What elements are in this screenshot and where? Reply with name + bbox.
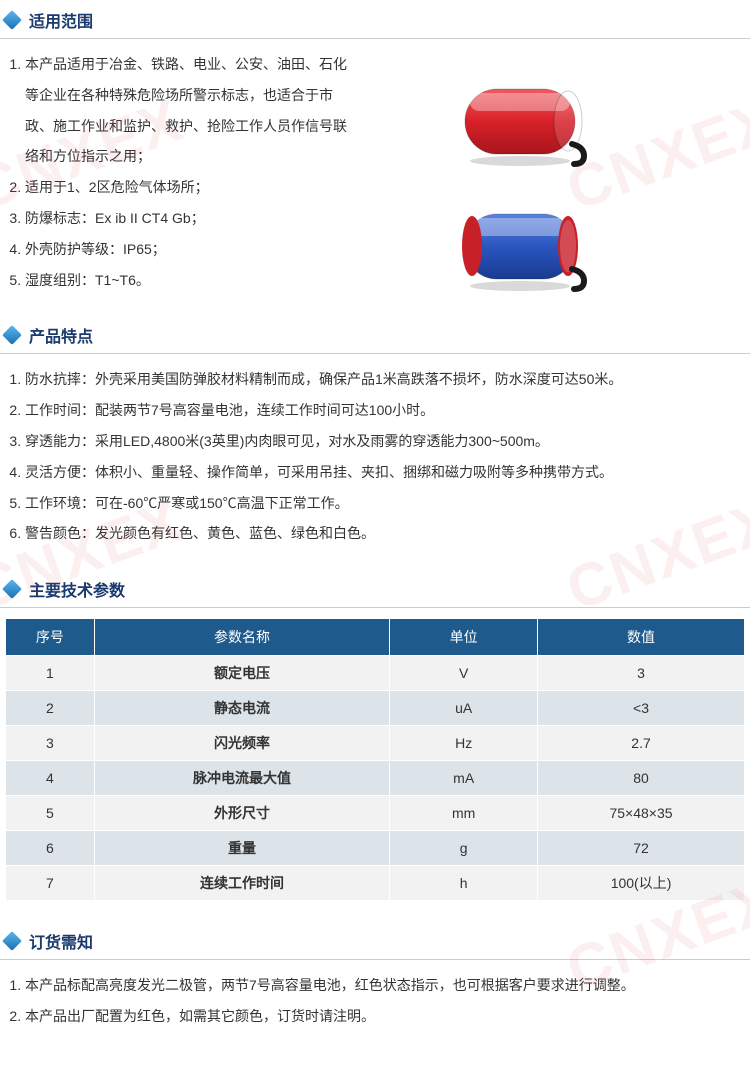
list-item: 外壳防护等级：IP65； [25, 234, 360, 265]
table-cell: 75×48×35 [538, 796, 745, 831]
table-row: 7连续工作时间h100(以上) [6, 866, 745, 901]
table-row: 5外形尺寸mm75×48×35 [6, 796, 745, 831]
col-index: 序号 [6, 619, 95, 656]
section-ordering: 订货需知 本产品标配高亮度发光二极管，两节7号高容量电池，红色状态指示，也可根据… [0, 921, 750, 1032]
table-header-row: 序号 参数名称 单位 数值 [6, 619, 745, 656]
list-item: 本产品适用于冶金、铁路、电业、公安、油田、石化等企业在各种特殊危险场所警示标志，… [25, 49, 360, 172]
table-cell: 80 [538, 761, 745, 796]
specs-table: 序号 参数名称 单位 数值 1额定电压V32静态电流uA<33闪光频率Hz2.7… [5, 618, 745, 901]
table-cell: h [390, 866, 538, 901]
table-cell: 6 [6, 831, 95, 866]
col-unit: 单位 [390, 619, 538, 656]
ordering-list: 本产品标配高亮度发光二极管，两节7号高容量电池，红色状态指示，也可根据客户要求进… [5, 970, 750, 1032]
section-header: 主要技术参数 [0, 569, 750, 608]
table-cell: 3 [538, 656, 745, 691]
product-red-icon [440, 69, 600, 169]
table-cell: 1 [6, 656, 95, 691]
table-cell: mA [390, 761, 538, 796]
section-scope: 适用范围 本产品适用于冶金、铁路、电业、公安、油田、石化等企业在各种特殊危险场所… [0, 0, 750, 295]
table-cell: g [390, 831, 538, 866]
diamond-icon [2, 579, 22, 599]
col-value: 数值 [538, 619, 745, 656]
table-row: 6重量g72 [6, 831, 745, 866]
product-blue-icon [440, 194, 600, 294]
list-item: 适用于1、2区危险气体场所； [25, 172, 360, 203]
col-name: 参数名称 [94, 619, 390, 656]
list-item: 穿透能力：采用LED,4800米(3英里)内肉眼可见，对水及雨雾的穿透能力300… [25, 426, 750, 457]
table-cell: Hz [390, 726, 538, 761]
table-cell: 外形尺寸 [94, 796, 390, 831]
list-item: 本产品出厂配置为红色，如需其它颜色，订货时请注明。 [25, 1001, 750, 1032]
table-cell: 5 [6, 796, 95, 831]
list-item: 灵活方便：体积小、重量轻、操作简单，可采用吊挂、夹扣、捆绑和磁力吸附等多种携带方… [25, 457, 750, 488]
section-header: 产品特点 [0, 315, 750, 354]
table-cell: 3 [6, 726, 95, 761]
section-title: 主要技术参数 [29, 577, 125, 601]
table-cell: 连续工作时间 [94, 866, 390, 901]
table-cell: 4 [6, 761, 95, 796]
list-item: 防爆标志：Ex ib II CT4 Gb； [25, 203, 360, 234]
table-cell: 100(以上) [538, 866, 745, 901]
table-cell: 72 [538, 831, 745, 866]
section-title: 产品特点 [29, 323, 93, 347]
list-item: 工作时间：配装两节7号高容量电池，连续工作时间可达100小时。 [25, 395, 750, 426]
section-features: 产品特点 防水抗摔：外壳采用美国防弹胶材料精制而成，确保产品1米高跌落不损坏，防… [0, 315, 750, 549]
table-cell: mm [390, 796, 538, 831]
diamond-icon [2, 931, 22, 951]
section-title: 订货需知 [29, 929, 93, 953]
table-cell: 静态电流 [94, 691, 390, 726]
list-item: 警告颜色：发光颜色有红色、黄色、蓝色、绿色和白色。 [25, 518, 750, 549]
features-list: 防水抗摔：外壳采用美国防弹胶材料精制而成，确保产品1米高跌落不损坏，防水深度可达… [5, 364, 750, 549]
list-item: 工作环境：可在-60℃严寒或150℃高温下正常工作。 [25, 488, 750, 519]
table-cell: 2 [6, 691, 95, 726]
scope-list: 本产品适用于冶金、铁路、电业、公安、油田、石化等企业在各种特殊危险场所警示标志，… [5, 49, 360, 295]
section-specs: 主要技术参数 序号 参数名称 单位 数值 1额定电压V32静态电流uA<33闪光… [0, 569, 750, 901]
list-item: 防水抗摔：外壳采用美国防弹胶材料精制而成，确保产品1米高跌落不损坏，防水深度可达… [25, 364, 750, 395]
list-item: 本产品标配高亮度发光二极管，两节7号高容量电池，红色状态指示，也可根据客户要求进… [25, 970, 750, 1001]
section-header: 订货需知 [0, 921, 750, 960]
table-cell: 脉冲电流最大值 [94, 761, 390, 796]
table-cell: 重量 [94, 831, 390, 866]
table-row: 3闪光频率Hz2.7 [6, 726, 745, 761]
table-cell: uA [390, 691, 538, 726]
product-images [360, 49, 660, 295]
table-row: 4脉冲电流最大值mA80 [6, 761, 745, 796]
diamond-icon [2, 325, 22, 345]
section-title: 适用范围 [29, 8, 93, 32]
table-cell: 2.7 [538, 726, 745, 761]
table-cell: 额定电压 [94, 656, 390, 691]
table-cell: 闪光频率 [94, 726, 390, 761]
table-row: 2静态电流uA<3 [6, 691, 745, 726]
diamond-icon [2, 10, 22, 30]
table-cell: V [390, 656, 538, 691]
table-row: 1额定电压V3 [6, 656, 745, 691]
table-cell: <3 [538, 691, 745, 726]
table-cell: 7 [6, 866, 95, 901]
list-item: 湿度组别：T1~T6。 [25, 265, 360, 296]
section-header: 适用范围 [0, 0, 750, 39]
